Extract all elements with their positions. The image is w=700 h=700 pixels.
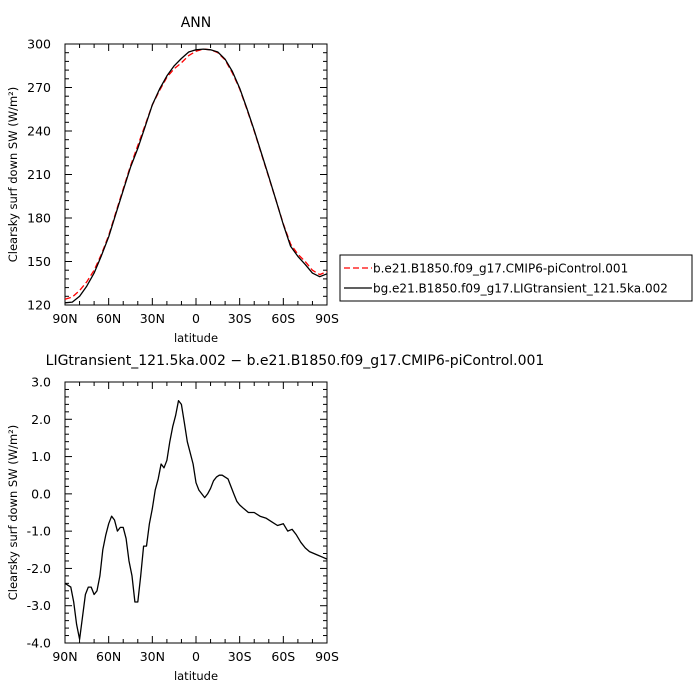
series-line-2 (64, 48, 328, 304)
x-axis-label: latitude (174, 331, 218, 345)
y-axis-label: Clearsky surf down SW (W/m²) (6, 87, 20, 263)
x-tick-label: 90N (52, 649, 77, 664)
chart-title: LIGtransient_121.5ka.002 − b.e21.B1850.f… (46, 353, 545, 369)
x-axis-label: latitude (174, 669, 218, 683)
series-line-1 (64, 399, 328, 640)
x-tick-label: 30S (228, 311, 252, 326)
y-tick-label: 180 (27, 211, 51, 226)
x-tick-label: 30N (140, 649, 165, 664)
y-tick-label: 240 (27, 124, 51, 139)
x-tick-label: 30S (228, 649, 252, 664)
y-tick-label: 0.0 (31, 486, 51, 501)
legend: b.e21.B1850.f09_g17.CMIP6-piControl.001b… (339, 254, 693, 302)
plot-frame (64, 43, 328, 306)
chart-title: ANN (181, 15, 212, 31)
y-tick-label: -1.0 (27, 524, 51, 539)
legend-label-2: bg.e21.B1850.f09_g17.LIGtransient_121.5k… (373, 282, 668, 296)
y-tick-label: 3.0 (31, 375, 51, 390)
y-tick-label: 120 (27, 298, 51, 313)
y-tick-label: 150 (27, 254, 51, 269)
y-tick-label: 2.0 (31, 412, 51, 427)
y-tick-label: 300 (27, 37, 51, 52)
series-line-1 (64, 48, 328, 300)
y-tick-label: 210 (27, 167, 51, 182)
bottom-chart: 90N 60N 30N 0 30S 60S 90S -4.0 -3.0 -2.0 -1.0 0.0 1.… (6, 353, 544, 683)
y-tick-label: -4.0 (27, 636, 51, 651)
x-tick-label: 90S (315, 311, 339, 326)
x-tick-label: 60S (271, 649, 295, 664)
x-tick-label: 30N (140, 311, 165, 326)
x-tick-label: 0 (192, 649, 200, 664)
legend-label-1: b.e21.B1850.f09_g17.CMIP6-piControl.001 (373, 262, 628, 276)
y-tick-label: -3.0 (27, 598, 51, 613)
y-axis-label: Clearsky surf down SW (W/m²) (6, 425, 20, 601)
top-chart: 90N 60N 30N 0 30S 60S 90S 120 150 180 210 240 270 300… (6, 15, 339, 345)
x-tick-label: 60S (271, 311, 295, 326)
legend-box (339, 254, 693, 302)
x-tick-label: 60N (96, 311, 121, 326)
y-tick-label: 1.0 (31, 449, 51, 464)
y-tick-label: 270 (27, 80, 51, 95)
plot-frame (64, 381, 328, 644)
x-tick-label: 60N (96, 649, 121, 664)
y-tick-label: -2.0 (27, 561, 51, 576)
x-tick-label: 90S (315, 649, 339, 664)
x-tick-label: 0 (192, 311, 200, 326)
x-tick-label: 90N (52, 311, 77, 326)
